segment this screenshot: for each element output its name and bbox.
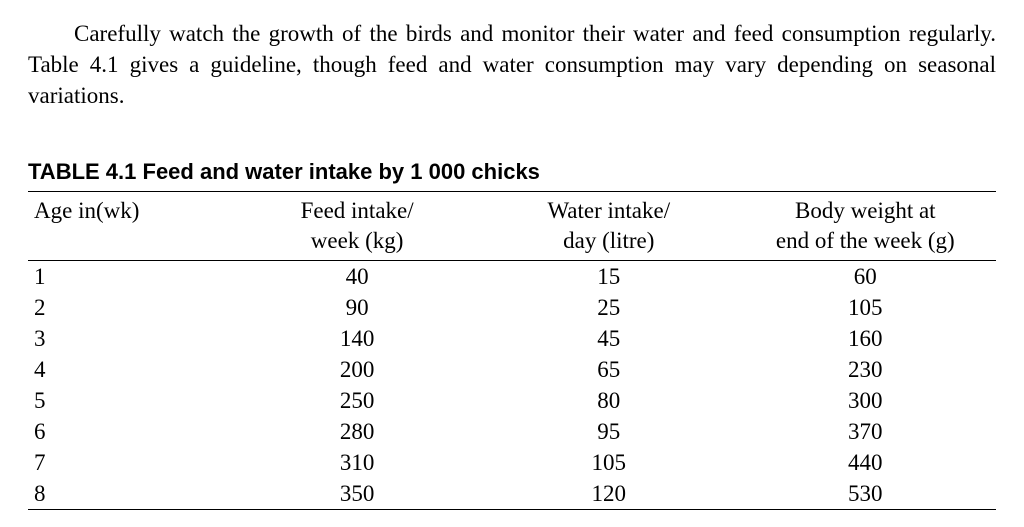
cell-feed: 40 [231,260,483,292]
table-row: 7 310 105 440 [28,447,996,478]
table-row: 2 90 25 105 [28,292,996,323]
cell-body: 230 [735,354,996,385]
col-header-water: Water intake/ day (litre) [483,192,735,261]
cell-body: 370 [735,416,996,447]
cell-feed: 350 [231,478,483,510]
cell-feed: 200 [231,354,483,385]
cell-water: 105 [483,447,735,478]
cell-age: 1 [28,260,231,292]
cell-age: 4 [28,354,231,385]
cell-age: 8 [28,478,231,510]
cell-age: 3 [28,323,231,354]
col-header-age-line1: Age in(wk) [34,198,139,223]
cell-body: 300 [735,385,996,416]
cell-feed: 250 [231,385,483,416]
cell-body: 60 [735,260,996,292]
table-row: 3 140 45 160 [28,323,996,354]
table-row: 4 200 65 230 [28,354,996,385]
table-body: 1 40 15 60 2 90 25 105 3 140 45 160 4 20… [28,260,996,509]
cell-age: 2 [28,292,231,323]
col-header-body: Body weight at end of the week (g) [735,192,996,261]
col-header-water-line1: Water intake/ [547,198,670,223]
cell-water: 95 [483,416,735,447]
cell-feed: 310 [231,447,483,478]
cell-water: 25 [483,292,735,323]
table-row: 8 350 120 530 [28,478,996,510]
table-row: 1 40 15 60 [28,260,996,292]
col-header-body-line1: Body weight at [795,198,936,223]
cell-water: 120 [483,478,735,510]
document-page: Carefully watch the growth of the birds … [0,0,1024,527]
cell-feed: 280 [231,416,483,447]
cell-water: 80 [483,385,735,416]
intro-paragraph: Carefully watch the growth of the birds … [28,18,996,111]
col-header-feed: Feed intake/ week (kg) [231,192,483,261]
cell-water: 15 [483,260,735,292]
table-row: 5 250 80 300 [28,385,996,416]
cell-feed: 140 [231,323,483,354]
cell-feed: 90 [231,292,483,323]
col-header-body-line2: end of the week (g) [776,228,955,253]
feed-water-table: Age in(wk) Feed intake/ week (kg) Water … [28,191,996,510]
cell-age: 5 [28,385,231,416]
table-header-row: Age in(wk) Feed intake/ week (kg) Water … [28,192,996,261]
col-header-feed-line1: Feed intake/ [301,198,414,223]
cell-body: 105 [735,292,996,323]
cell-age: 6 [28,416,231,447]
col-header-age: Age in(wk) [28,192,231,261]
cell-body: 530 [735,478,996,510]
col-header-water-line2: day (litre) [563,228,654,253]
cell-water: 65 [483,354,735,385]
table-title: TABLE 4.1 Feed and water intake by 1 000… [28,159,996,185]
cell-age: 7 [28,447,231,478]
col-header-feed-line2: week (kg) [311,228,404,253]
cell-body: 440 [735,447,996,478]
table-row: 6 280 95 370 [28,416,996,447]
cell-body: 160 [735,323,996,354]
cell-water: 45 [483,323,735,354]
